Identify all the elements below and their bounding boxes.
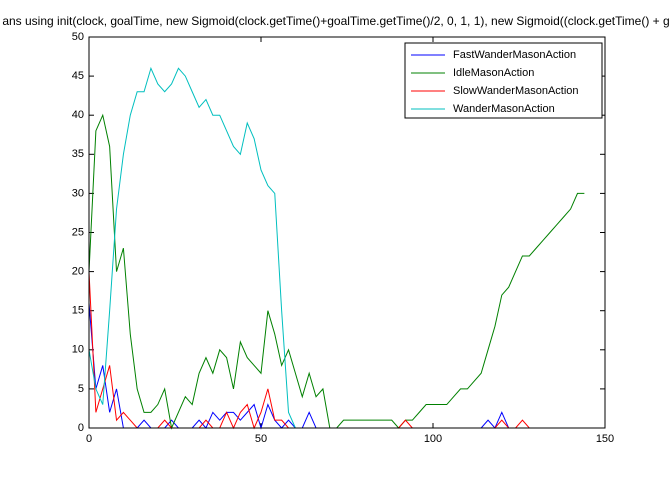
y-tick-label: 20 bbox=[72, 266, 84, 278]
y-tick-label: 15 bbox=[72, 305, 84, 317]
y-tick-label: 25 bbox=[72, 226, 84, 238]
x-tick-label: 50 bbox=[255, 433, 267, 445]
chart-title: ans using init(clock, goalTime, new Sigm… bbox=[2, 14, 669, 28]
legend-box bbox=[404, 42, 603, 119]
y-tick-label: 0 bbox=[78, 422, 84, 434]
y-tick-label: 45 bbox=[72, 70, 84, 82]
y-tick-label: 10 bbox=[72, 344, 84, 356]
legend-label: FastWanderMasonAction bbox=[453, 49, 576, 61]
legend-label: WanderMasonAction bbox=[453, 103, 555, 115]
x-tick-label: 150 bbox=[596, 433, 614, 445]
y-tick-label: 5 bbox=[78, 383, 84, 395]
x-tick-label: 100 bbox=[424, 433, 442, 445]
y-tick-label: 40 bbox=[72, 109, 84, 121]
y-tick-label: 30 bbox=[72, 187, 84, 199]
axes-box bbox=[88, 36, 606, 429]
y-tick-label: 50 bbox=[72, 31, 84, 43]
x-tick-label: 0 bbox=[86, 433, 92, 445]
legend-label: SlowWanderMasonAction bbox=[453, 85, 579, 97]
y-tick-label: 35 bbox=[72, 148, 84, 160]
legend-label: IdleMasonAction bbox=[453, 67, 534, 79]
